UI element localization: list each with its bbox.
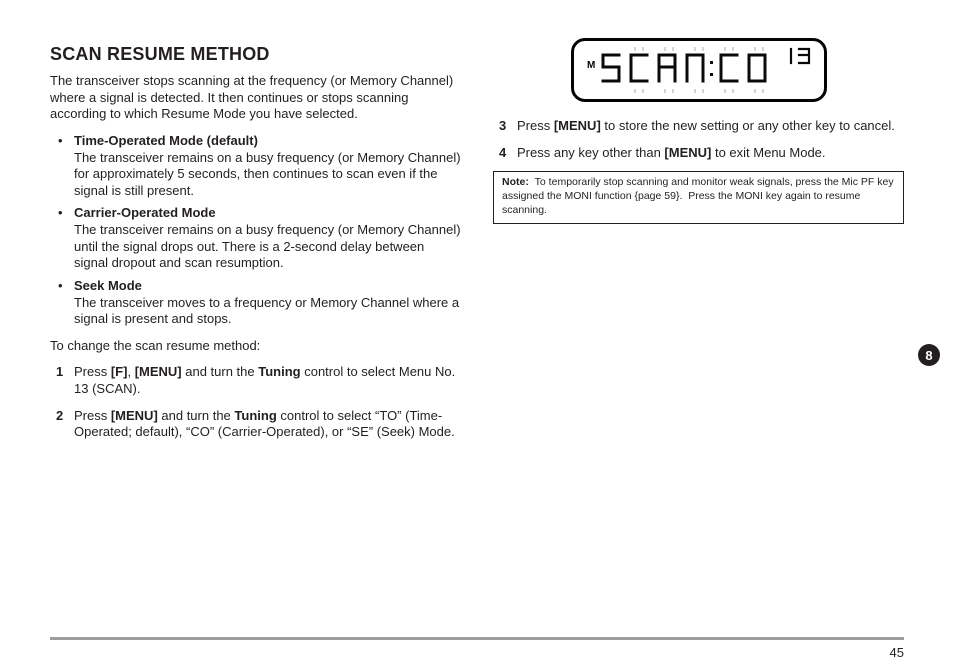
bullet-body: The transceiver remains on a busy freque… xyxy=(74,222,461,270)
bullet-heading: Seek Mode xyxy=(74,278,142,293)
bullet-heading: Time-Operated Mode (default) xyxy=(74,133,258,148)
bullet-heading: Carrier-Operated Mode xyxy=(74,205,216,220)
section-title: SCAN RESUME METHOD xyxy=(50,44,461,65)
mode-bullet-list: Time-Operated Mode (default) The transce… xyxy=(50,133,461,328)
steps-left: Press [F], [MENU] and turn the Tuning co… xyxy=(50,364,461,441)
step-3: Press [MENU] to store the new setting or… xyxy=(507,118,904,135)
lcd-svg: M xyxy=(575,41,823,99)
two-column-layout: SCAN RESUME METHOD The transceiver stops… xyxy=(50,44,904,451)
bullet-time-operated: Time-Operated Mode (default) The transce… xyxy=(64,133,461,200)
bullet-body: The transceiver moves to a frequency or … xyxy=(74,295,459,327)
left-column: SCAN RESUME METHOD The transceiver stops… xyxy=(50,44,461,451)
chapter-number: 8 xyxy=(925,348,932,363)
page-number: 45 xyxy=(890,645,904,660)
note-box: Note: To temporarily stop scanning and m… xyxy=(493,171,904,224)
lcd-wrap: M xyxy=(493,38,904,102)
manual-page: SCAN RESUME METHOD The transceiver stops… xyxy=(0,0,954,672)
step-4: Press any key other than [MENU] to exit … xyxy=(507,145,904,162)
footer-rule xyxy=(50,637,904,640)
chapter-tab: 8 xyxy=(918,344,940,366)
bullet-carrier-operated: Carrier-Operated Mode The transceiver re… xyxy=(64,205,461,272)
lcd-indicator: M xyxy=(587,60,595,71)
lcd-display: M xyxy=(571,38,827,102)
intro-paragraph: The transceiver stops scanning at the fr… xyxy=(50,73,461,123)
step-2: Press [MENU] and turn the Tuning control… xyxy=(64,408,461,441)
change-intro: To change the scan resume method: xyxy=(50,338,461,355)
bullet-seek: Seek Mode The transceiver moves to a fre… xyxy=(64,278,461,328)
step-1: Press [F], [MENU] and turn the Tuning co… xyxy=(64,364,461,397)
bullet-body: The transceiver remains on a busy freque… xyxy=(74,150,461,198)
steps-right: Press [MENU] to store the new setting or… xyxy=(493,118,904,161)
right-column: M xyxy=(493,44,904,451)
